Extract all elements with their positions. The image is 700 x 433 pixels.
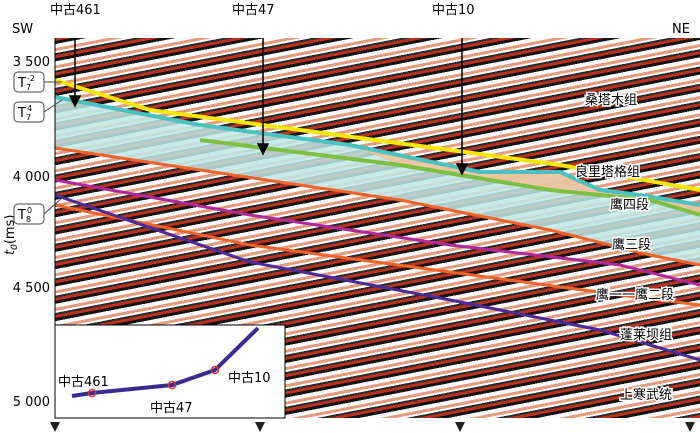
inset-points xyxy=(87,365,220,398)
horizon xyxy=(54,203,700,307)
horizon xyxy=(54,146,700,267)
y-tick-label: 5 000 xyxy=(13,395,50,410)
wells xyxy=(68,38,469,176)
formation-label: 良里塔格组 xyxy=(575,164,640,180)
shaded-interval xyxy=(55,97,700,265)
y-tick-label: 3 500 xyxy=(13,55,50,70)
ne-label: NE xyxy=(672,22,690,37)
horizon xyxy=(54,95,700,207)
inset-line xyxy=(71,326,260,398)
well-label: 中古461 xyxy=(50,3,101,18)
horizon-label: T80 xyxy=(17,206,32,224)
formation-label: 鹰四段 xyxy=(610,197,649,213)
horizon-label: T74 xyxy=(17,104,32,122)
callouts xyxy=(13,71,63,225)
inset-label: 中古461 xyxy=(58,375,109,390)
y-tick-label: 4 500 xyxy=(13,281,50,296)
horizon xyxy=(199,138,700,217)
well-label: 中古10 xyxy=(432,3,475,18)
sw-label: SW xyxy=(12,22,33,37)
horizon xyxy=(54,193,700,362)
formation-label: 鹰一一鹰二段 xyxy=(596,287,674,303)
y-tick-label: 4 000 xyxy=(13,170,50,185)
formation-label: 上寒武统 xyxy=(620,387,672,403)
horizon xyxy=(54,78,700,192)
well-label: 中古47 xyxy=(232,3,275,18)
inset-label: 中古47 xyxy=(150,401,193,416)
shaded-interval xyxy=(350,145,700,215)
formation-label: 桑塔木组 xyxy=(585,93,637,108)
horizon xyxy=(54,178,700,287)
formation-label: 鹰三段 xyxy=(612,237,651,253)
formation-label: 蓬莱坝组 xyxy=(620,328,672,343)
inset-label: 中古10 xyxy=(228,371,271,386)
horizon-label: T7-2 xyxy=(17,74,35,92)
bottom-markers xyxy=(50,422,695,432)
